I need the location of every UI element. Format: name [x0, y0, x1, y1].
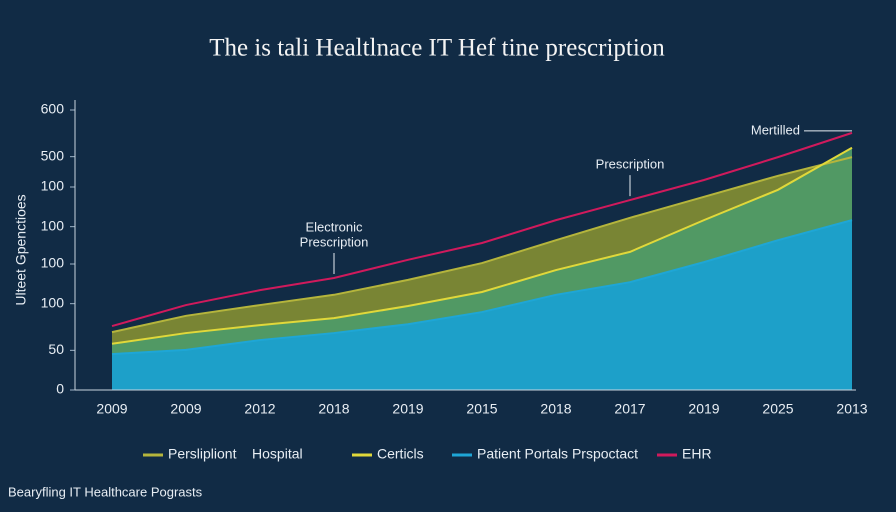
y-tick-label: 500 — [41, 147, 65, 163]
line — [111, 131, 853, 328]
y-tick-label: 600 — [41, 101, 65, 117]
y-tick-label: 100 — [41, 217, 65, 233]
area — [112, 220, 852, 390]
annotation: Prescription — [300, 234, 369, 249]
y-tick-label: 100 — [41, 255, 65, 271]
footer: Bearyfling IT Healthcare Pograsts — [8, 484, 203, 499]
x-tick-label: 2015 — [466, 401, 497, 417]
annotation: Prescription — [596, 157, 665, 172]
y-tick-label: 50 — [48, 341, 64, 357]
x-tick-label: 2018 — [540, 401, 571, 417]
y-axis-label: Ulteet Gpenctioes — [13, 194, 29, 305]
line — [111, 219, 853, 356]
x-tick-label: 2019 — [688, 401, 719, 417]
legend-label: Perslipliont Hospital — [168, 446, 303, 462]
x-tick-label: 2025 — [762, 401, 793, 417]
legend-label: EHR — [682, 446, 712, 462]
x-tick-label: 2009 — [170, 401, 201, 417]
x-tick-label: 2009 — [96, 401, 127, 417]
y-tick-label: 0 — [56, 381, 64, 397]
y-tick-label: 100 — [41, 294, 65, 310]
legend-label: Patient Portals Prspoctact — [477, 446, 638, 462]
line — [111, 156, 853, 334]
x-tick-label: 2017 — [614, 401, 645, 417]
legend-label: Certicls — [377, 446, 424, 462]
x-tick-label: 2018 — [318, 401, 349, 417]
x-tick-label: 2013 — [836, 401, 867, 417]
annotation: Mertilled — [751, 122, 800, 137]
x-tick-label: 2012 — [244, 401, 275, 417]
x-tick-label: 2019 — [392, 401, 423, 417]
line — [111, 146, 853, 345]
y-tick-label: 100 — [41, 178, 65, 194]
annotation: Electronic — [305, 219, 363, 234]
chart-title: The is tali Healtlnace IT Hef tine presc… — [209, 35, 665, 62]
